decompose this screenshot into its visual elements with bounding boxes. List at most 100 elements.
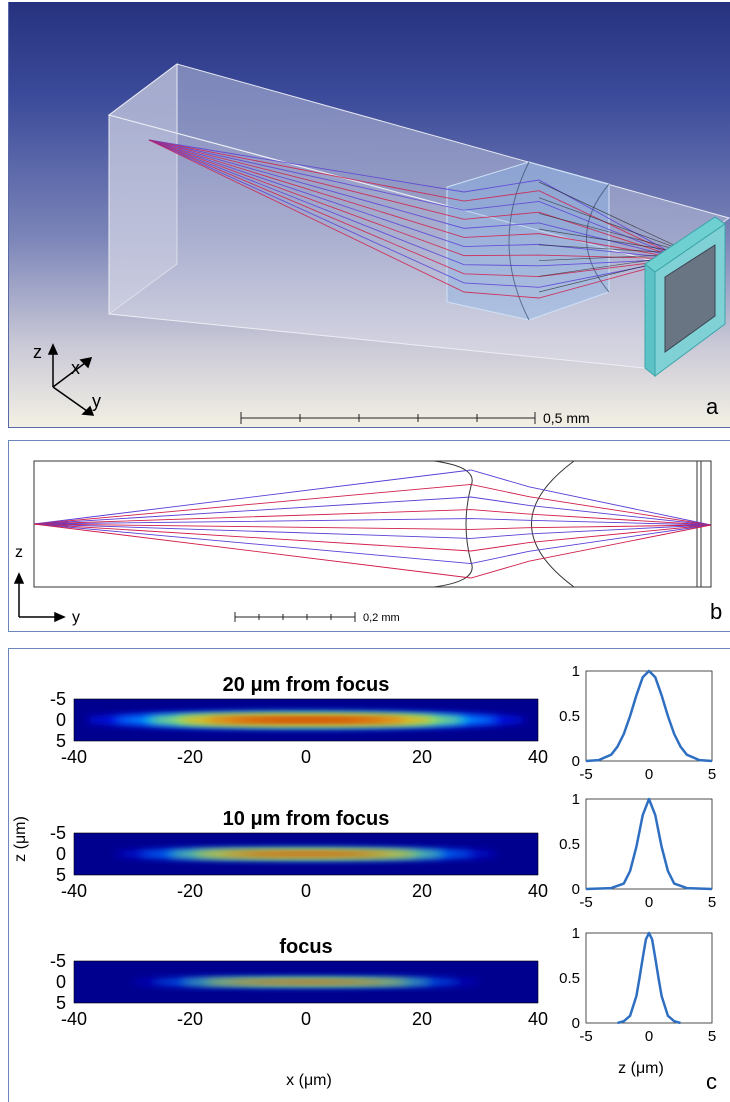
ray-line [33,496,712,526]
panel-b-2d-raytrace: z y 0,2 mm b [8,440,730,632]
ray-line [148,139,720,299]
x-tick-label: 0 [301,747,311,767]
profile-y-tick-label: 0.5 [559,708,580,725]
x-tick-label: 40 [528,1009,548,1029]
scale-bar [234,612,356,622]
profile-x-tick-label: 0 [645,1028,653,1045]
y-axis-label: z (μm) [12,816,29,862]
ray-line [33,523,712,579]
x-tick-label: -40 [61,1009,87,1029]
scale-bar-label: 0,5 mm [543,410,590,426]
profile-plot: 00.51-5 0 5 [559,663,716,783]
ray-line [148,139,720,267]
lens-block [446,161,610,321]
ray-line [148,139,720,272]
profile-x-tick-label: 5 [708,766,716,783]
ray-line [148,139,720,269]
profile-y-tick-label: 0.5 [559,836,580,853]
panel-a-3d-raytrace: z x y 0,5 mm a [8,2,730,428]
profile-y-tick-label: 1 [572,791,580,808]
y-tick-label: -5 [50,951,66,971]
panel-a-scene: z x y 0,5 mm [33,63,730,426]
ray-line [33,523,712,552]
profile-x-tick-label: -5 [579,766,592,783]
y-tick-label: 5 [56,865,66,885]
profile-x-tick-label: -5 [579,1028,592,1045]
beam-contour [245,981,367,983]
ray-line [33,523,712,539]
beam-intensity [132,979,480,985]
ray-line [33,518,712,526]
heatmap-frame [73,960,539,1004]
panel-b-scene: z y 0,2 mm [13,460,712,626]
profile-y-tick-label: 0 [572,881,580,898]
axis-y-label: y [72,609,80,626]
glass-box [107,63,730,371]
beam-row-1: 20 μm from focus-505-40 -20 0 20 40 00.51-5 0 5 [50,663,716,783]
profile-y-tick-label: 1 [572,925,580,942]
beam-intensity [85,712,527,728]
y-tick-label: 5 [56,993,66,1013]
profile-y-tick-label: 0 [572,753,580,770]
ray-line [148,139,720,277]
x-tick-label: 0 [301,1009,311,1029]
heatmap-frame [73,698,539,742]
profile-frame [585,932,713,1024]
profile-frame [585,798,713,890]
ray-line [148,139,720,264]
panel-letter-c: c [706,1069,717,1094]
profile-y-tick-label: 1 [572,663,580,680]
profile-frame [585,670,713,762]
lens-surface-convex [531,460,575,588]
ray-line [33,483,712,526]
profile-plot: 00.51-5 0 5 [559,791,716,911]
axis-x-label: x [71,358,80,378]
scale-bar-label: 0,2 mm [363,612,400,624]
y-tick-label: 5 [56,731,66,751]
panel-c-charts: 20 μm from focus-505-40 -20 0 20 40 00.51-5 0 5… [12,663,716,1089]
panel-c-beam-profiles: 20 μm from focus -5 0 5 -40 -20 0 20 40 0 0.5 1 -5 0 5… [8,648,730,1102]
profile-x-tick-label: -5 [579,894,592,911]
ray-line [148,139,720,266]
x-tick-label: -40 [61,881,87,901]
profile-plot: 00.51-5 0 5 [559,925,716,1045]
beam-contour [239,853,373,855]
beam-row-2: 10 μm from focus-505-40 -20 0 20 40 00.51-5 0 5 [50,791,716,911]
x-axis-label: x (μm) [286,1072,332,1089]
axis-z-label: z [33,342,42,362]
profile-x-axis-label: z (μm) [618,1060,664,1077]
ray-line [148,139,720,261]
x-tick-label: -40 [61,747,87,767]
x-tick-label: -20 [177,1009,203,1029]
x-tick-label: 20 [412,747,432,767]
profile-y-tick-label: 0.5 [559,970,580,987]
axis-arrows [13,572,66,623]
profile-x-tick-label: 5 [708,1028,716,1045]
x-tick-label: 40 [528,747,548,767]
x-tick-label: 40 [528,881,548,901]
ray-line [33,523,712,565]
beam-contour [228,719,384,721]
panel-letter-b: b [710,599,723,624]
heatmap-title: 10 μm from focus [223,808,390,830]
x-tick-label: 20 [412,881,432,901]
lens-surface-concave [433,460,473,588]
y-tick-label: -5 [50,823,66,843]
y-tick-label: 0 [56,972,66,992]
profile-y-tick-label: 0 [572,1015,580,1032]
profile-curve [585,669,713,763]
ray-line [33,469,712,526]
heatmap-title: focus [279,936,332,958]
x-tick-label: 0 [301,881,311,901]
panel-letter-a: a [706,394,719,419]
axis-triad [47,343,95,416]
profile-curve [617,931,681,1025]
x-tick-label: -20 [177,881,203,901]
x-tick-label: 20 [412,1009,432,1029]
ray-line [33,509,712,526]
beam-intensity [114,849,498,859]
ray-line [148,139,720,274]
exit-window [644,216,726,378]
profile-x-tick-label: 5 [708,894,716,911]
ray-line [33,523,712,530]
